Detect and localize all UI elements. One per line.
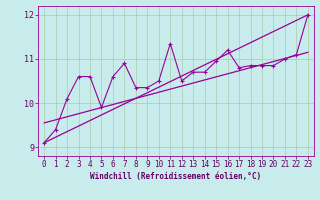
X-axis label: Windchill (Refroidissement éolien,°C): Windchill (Refroidissement éolien,°C) <box>91 172 261 181</box>
